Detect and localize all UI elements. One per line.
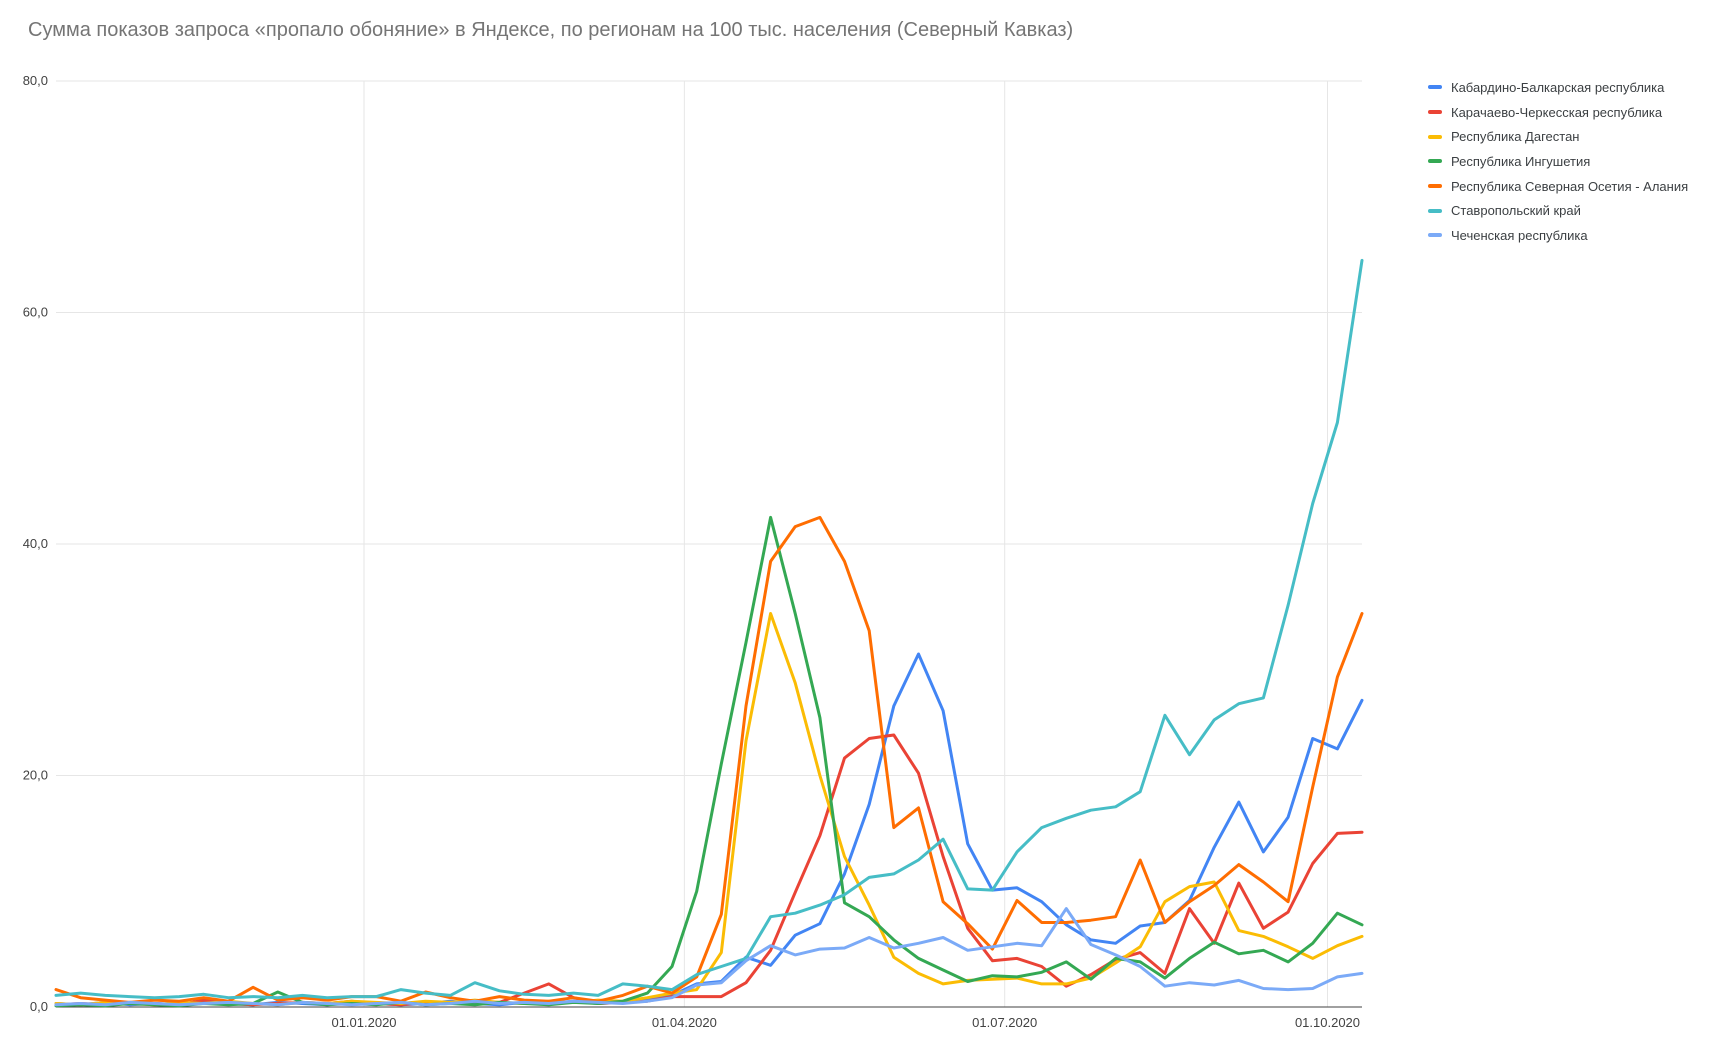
legend-item-label-5: Ставропольский край — [1451, 203, 1581, 219]
y-axis-tick-label-4: 80,0 — [23, 73, 48, 88]
gridlines-horizontal — [56, 80, 1362, 776]
series-line-6[interactable] — [54, 907, 1364, 1007]
legend-item-label-2: Республика Дагестан — [1451, 129, 1580, 145]
series-line-3[interactable] — [54, 515, 1364, 1008]
chart-title: Сумма показов запроса «пропало обоняние»… — [28, 19, 1074, 41]
legend-item-5[interactable]: Ставропольский край — [1428, 198, 1688, 223]
series-line-4[interactable] — [54, 515, 1364, 1004]
x-axis-tick-label-2: 01.07.2020 — [972, 1015, 1037, 1030]
legend-item-3[interactable]: Республика Ингушетия — [1428, 149, 1688, 174]
legend-swatch-icon-0 — [1428, 85, 1442, 90]
legend-swatch-icon-3 — [1428, 159, 1442, 164]
legend-swatch-icon-4 — [1428, 184, 1442, 189]
y-axis-tick-label-0: 0,0 — [30, 999, 48, 1014]
x-axis-tick-label-1: 01.04.2020 — [652, 1015, 717, 1030]
series-line-5[interactable] — [54, 258, 1364, 1000]
x-axis-tick-label-0: 01.01.2020 — [331, 1015, 396, 1030]
series-lines — [54, 258, 1364, 1008]
legend-item-label-1: Карачаево-Черкесская республика — [1451, 104, 1663, 120]
legend-swatch-icon-2 — [1428, 134, 1442, 139]
legend-item-0[interactable]: Кабардино-Балкарская республика — [1428, 75, 1688, 100]
legend-item-label-6: Чеченская республика — [1451, 227, 1588, 243]
legend-item-6[interactable]: Чеченская республика — [1428, 223, 1688, 248]
x-axis-tick-label-3: 01.10.2020 — [1295, 1015, 1360, 1030]
legend-item-label-4: Республика Северная Осетия - Алания — [1451, 178, 1689, 194]
y-axis-labels: 0,0 20,0 40,0 60,0 80,0 — [23, 73, 48, 1014]
y-axis-tick-label-2: 40,0 — [23, 536, 48, 551]
legend-item-label-0: Кабардино-Балкарская республика — [1451, 79, 1665, 95]
legend-item-2[interactable]: Республика Дагестан — [1428, 124, 1688, 149]
legend-swatch-icon-5 — [1428, 208, 1442, 213]
legend-item-1[interactable]: Карачаево-Черкесская республика — [1428, 100, 1688, 125]
legend: Кабардино-Балкарская республика Карачаево… — [1428, 75, 1688, 248]
y-axis-tick-label-3: 60,0 — [23, 305, 48, 320]
legend-swatch-icon-1 — [1428, 110, 1442, 115]
legend-item-label-3: Республика Ингушетия — [1451, 153, 1591, 169]
legend-item-4[interactable]: Республика Северная Осетия - Алания — [1428, 174, 1688, 199]
legend-swatch-icon-6 — [1428, 233, 1442, 238]
x-axis-labels: 01.01.2020 01.04.2020 01.07.2020 01.10.2020 — [331, 1015, 1360, 1030]
y-axis-tick-label-1: 20,0 — [23, 768, 48, 783]
